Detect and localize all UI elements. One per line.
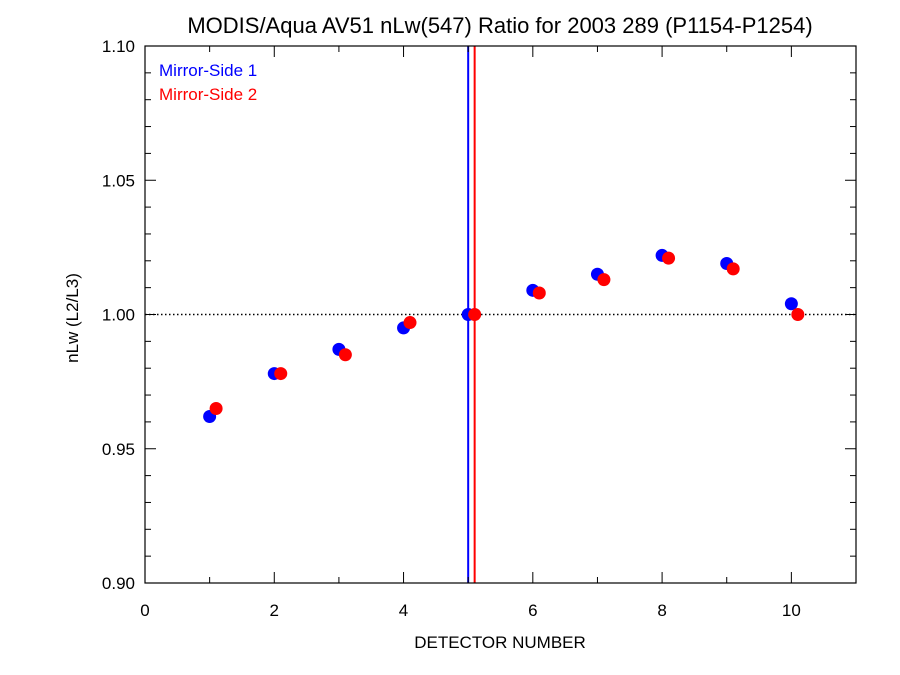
y-tick-label: 1.00: [102, 306, 135, 325]
x-tick-label: 4: [399, 601, 408, 620]
data-point-series-2: [532, 286, 546, 300]
data-point-series-2: [403, 316, 417, 330]
data-point-series-1: [784, 297, 798, 311]
data-point-series-2: [726, 262, 740, 276]
data-point-series-2: [597, 273, 611, 287]
x-axis-label: DETECTOR NUMBER: [414, 633, 586, 652]
legend-label-series-1: Mirror-Side 1: [159, 61, 257, 80]
x-tick-label: 0: [140, 601, 149, 620]
data-point-series-2: [468, 308, 482, 321]
y-tick-label: 0.90: [102, 574, 135, 593]
data-point-series-2: [791, 308, 805, 321]
y-tick-label: 0.95: [102, 440, 135, 459]
x-tick-label: 6: [528, 601, 537, 620]
data-point-series-2: [662, 251, 676, 265]
x-tick-label: 2: [270, 601, 279, 620]
legend: Mirror-Side 1 Mirror-Side 2: [159, 61, 257, 104]
data-point-series-2: [274, 367, 288, 381]
plot-frame: [144, 45, 857, 584]
x-tick-label: 10: [782, 601, 801, 620]
legend-label-series-2: Mirror-Side 2: [159, 85, 257, 104]
reference-lines: [145, 46, 856, 583]
y-tick-label: 1.10: [102, 37, 135, 56]
data-points: [203, 248, 805, 424]
axis-ticks: 0 2 4 6 8 10 0.90 0.95 1.00 1.05 1.10: [102, 37, 857, 620]
data-point-series-2: [209, 401, 223, 415]
y-tick-label: 1.05: [102, 171, 135, 190]
y-axis-label: nLw (L2/L3): [63, 273, 82, 363]
x-tick-label: 8: [657, 601, 666, 620]
data-point-series-2: [338, 348, 352, 362]
chart-title: MODIS/Aqua AV51 nLw(547) Ratio for 2003 …: [187, 13, 812, 38]
